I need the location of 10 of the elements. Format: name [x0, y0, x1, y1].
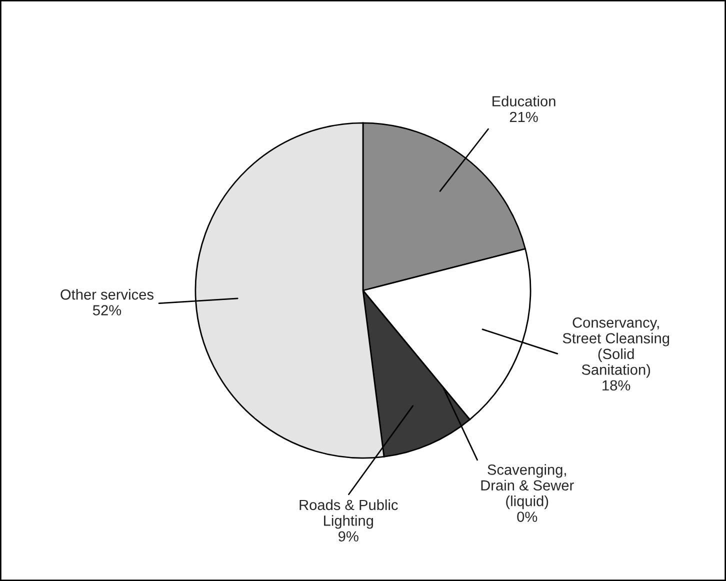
- data-label: 18%: [602, 380, 630, 391]
- slice-label: Education: [492, 96, 556, 106]
- category-label: Scavenging, Drain & Sewer (liquid): [481, 464, 574, 510]
- data-label: 52%: [92, 305, 122, 316]
- data-label: 9%: [338, 531, 358, 542]
- slice-label: Conservancy, Street Cleansing (Solid Sanitation): [562, 317, 670, 378]
- slice-label: Roads & Public Lighting: [300, 499, 398, 529]
- text: 0%: [517, 512, 538, 522]
- slice-label: Other services: [60, 289, 154, 300]
- data-label: 21%: [510, 112, 538, 122]
